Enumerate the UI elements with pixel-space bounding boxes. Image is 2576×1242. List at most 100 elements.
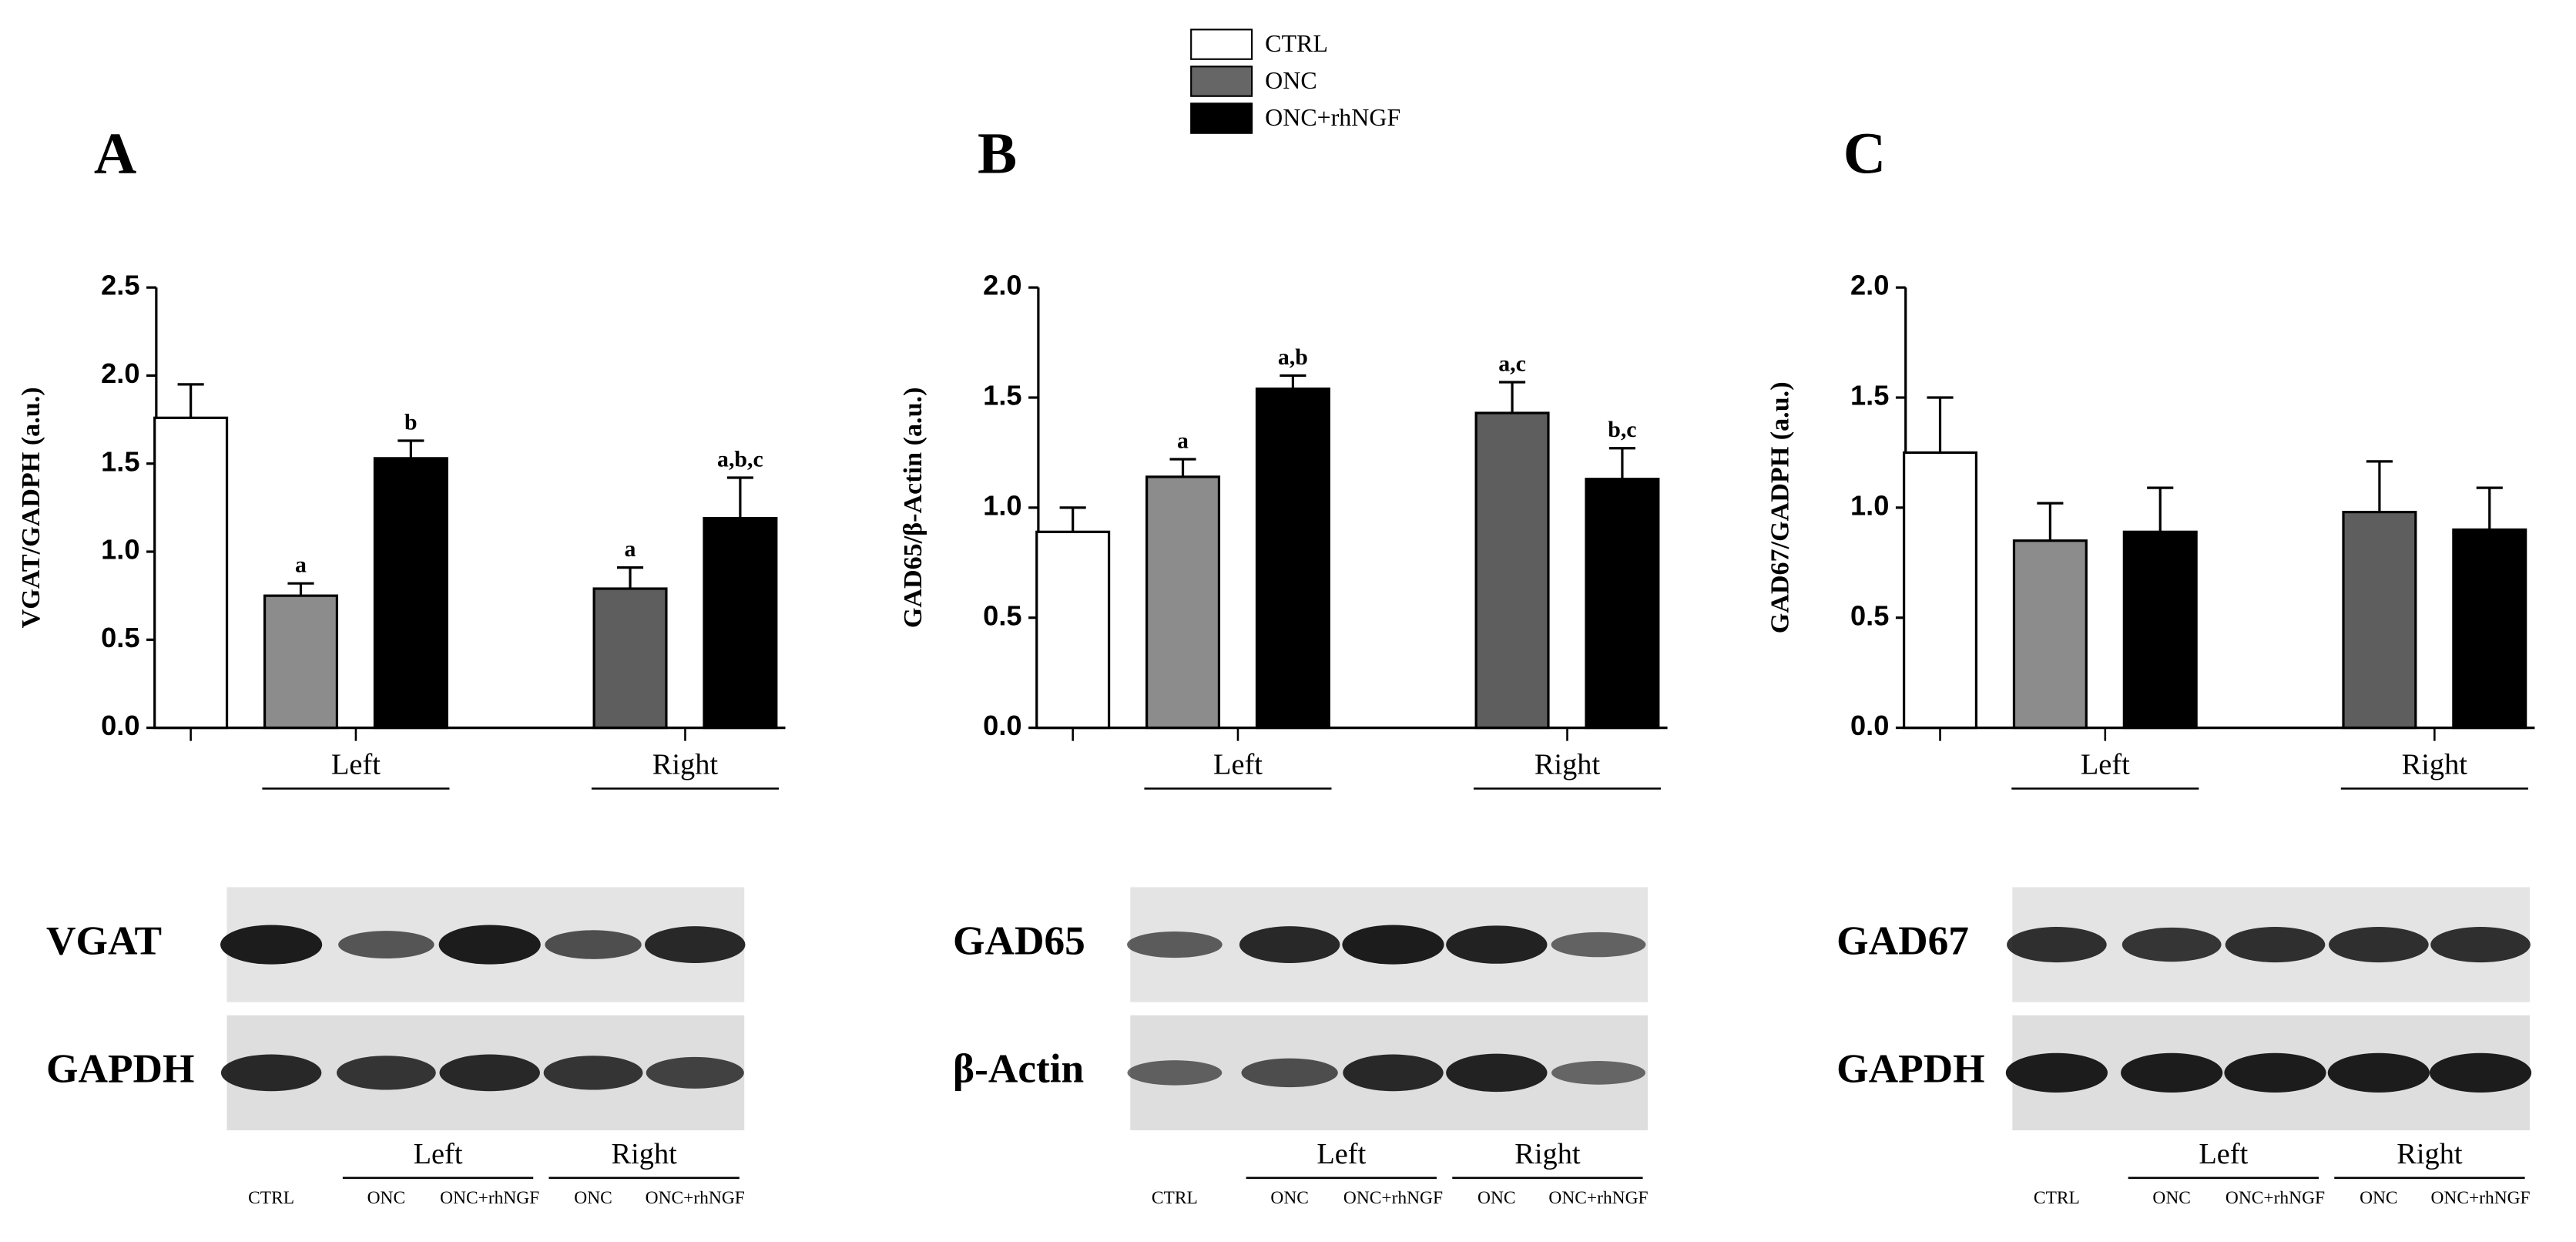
x-category-label: Right: [1535, 749, 1601, 781]
legend-swatch: [1190, 102, 1253, 134]
lane-label: ONC: [2152, 1188, 2190, 1208]
bar: [373, 457, 448, 730]
blot-band: [220, 1054, 322, 1092]
blot-band: [2327, 1052, 2430, 1093]
y-tick-label: 2.0: [1850, 270, 1889, 301]
blot-band: [439, 1054, 540, 1092]
y-tick-label: 2.5: [101, 270, 139, 301]
bar: [2452, 528, 2527, 730]
bar: [263, 594, 339, 730]
bar: [703, 516, 778, 730]
blot-band: [338, 931, 434, 958]
bar: [1474, 411, 1550, 730]
significance-label: a: [625, 536, 636, 562]
blot-band: [1342, 925, 1444, 965]
lane-label: ONC+rhNGF: [2225, 1188, 2325, 1208]
panel-letter: A: [94, 120, 136, 186]
lane-label: ONC+rhNGF: [2430, 1188, 2530, 1208]
x-category-label: Right: [2402, 749, 2468, 781]
y-tick-label: 0.0: [101, 710, 139, 741]
blot-band: [1446, 925, 1548, 964]
bar: [2012, 539, 2088, 730]
significance-label: a,b,c: [717, 447, 763, 472]
legend-label: ONC+rhNGF: [1265, 104, 1400, 131]
lane-label: ONC: [574, 1188, 612, 1208]
blot-band: [646, 1056, 744, 1089]
blot-band: [1241, 1058, 1338, 1088]
blot-band: [438, 925, 541, 965]
blot-band: [2224, 1052, 2326, 1093]
blot-band: [2225, 927, 2326, 963]
lane-label: ONC: [2360, 1188, 2397, 1208]
y-tick-label: 0.5: [983, 599, 1021, 631]
bar: [1255, 387, 1330, 730]
lane-label: ONC: [1478, 1188, 1515, 1208]
blot-band: [2329, 927, 2429, 963]
lane-label: CTRL: [248, 1188, 294, 1208]
blot-row-label: VGAT: [46, 918, 162, 963]
legend-label: ONC: [1265, 67, 1317, 94]
bar: [1035, 530, 1111, 730]
blot-band: [543, 1056, 643, 1090]
y-tick-label: 1.5: [983, 380, 1021, 411]
y-tick-label: 0.0: [983, 710, 1021, 741]
y-tick-label: 1.0: [983, 489, 1021, 521]
blot-row-label: GAD67: [1836, 918, 1969, 963]
lane-group-label: Right: [2397, 1138, 2463, 1170]
significance-label: b,c: [1608, 417, 1636, 442]
blot-band: [1239, 926, 1340, 963]
lane-label: ONC+rhNGF: [440, 1188, 539, 1208]
bar: [1903, 451, 1978, 730]
legend-swatch: [1190, 65, 1253, 97]
significance-label: a: [295, 552, 307, 578]
blot-band: [2121, 1052, 2223, 1093]
y-axis-label: GAD67/GADPH (a.u.): [1766, 381, 1795, 633]
blot-row-label: GAD65: [953, 918, 1085, 963]
lane-label: ONC+rhNGF: [1548, 1188, 1648, 1208]
y-tick-label: 1.0: [1850, 489, 1889, 521]
blot-row-label: GAPDH: [1836, 1046, 1984, 1092]
significance-label: b: [404, 410, 418, 435]
x-category-label: Left: [1213, 749, 1263, 781]
legend-label: CTRL: [1265, 30, 1328, 57]
panel-letter: B: [978, 120, 1017, 186]
blot-band: [2430, 927, 2531, 963]
blot-row-label: β-Actin: [953, 1046, 1084, 1092]
lane-label: ONC: [367, 1188, 405, 1208]
lane-group-label: Left: [2199, 1138, 2248, 1170]
y-tick-label: 2.0: [101, 357, 139, 389]
lane-group-label: Right: [611, 1138, 677, 1170]
lane-label: ONC+rhNGF: [1343, 1188, 1443, 1208]
bar: [1145, 475, 1221, 730]
blot-band: [1127, 932, 1223, 958]
blot-band: [2005, 1052, 2108, 1093]
x-category-label: Left: [331, 749, 381, 781]
y-tick-label: 0.5: [1850, 599, 1889, 631]
bar: [2122, 530, 2198, 730]
y-axis-label: VGAT/GADPH (a.u.): [17, 387, 45, 628]
significance-label: a,b: [1278, 344, 1308, 370]
lane-group-label: Right: [1514, 1138, 1581, 1170]
bar: [592, 587, 668, 730]
y-tick-label: 1.5: [1850, 380, 1889, 411]
blot-row-label: GAPDH: [46, 1046, 194, 1092]
bar: [1585, 478, 1660, 730]
lane-group-label: Left: [414, 1138, 463, 1170]
lane-label: CTRL: [1152, 1188, 1198, 1208]
lane-label: CTRL: [2034, 1188, 2080, 1208]
y-tick-label: 0.0: [1850, 710, 1889, 741]
lane-label: ONC+rhNGF: [646, 1188, 745, 1208]
blot-band: [2429, 1052, 2532, 1093]
x-category-label: Right: [652, 749, 719, 781]
blot-band: [545, 930, 642, 959]
blot-band: [645, 926, 746, 963]
blot-band: [2122, 927, 2222, 962]
lane-label: ONC: [1270, 1188, 1308, 1208]
significance-label: a,c: [1498, 351, 1526, 377]
blot-band: [220, 925, 323, 965]
bar: [2342, 510, 2417, 730]
blot-band: [1551, 1061, 1645, 1085]
blot-band: [1446, 1053, 1548, 1093]
